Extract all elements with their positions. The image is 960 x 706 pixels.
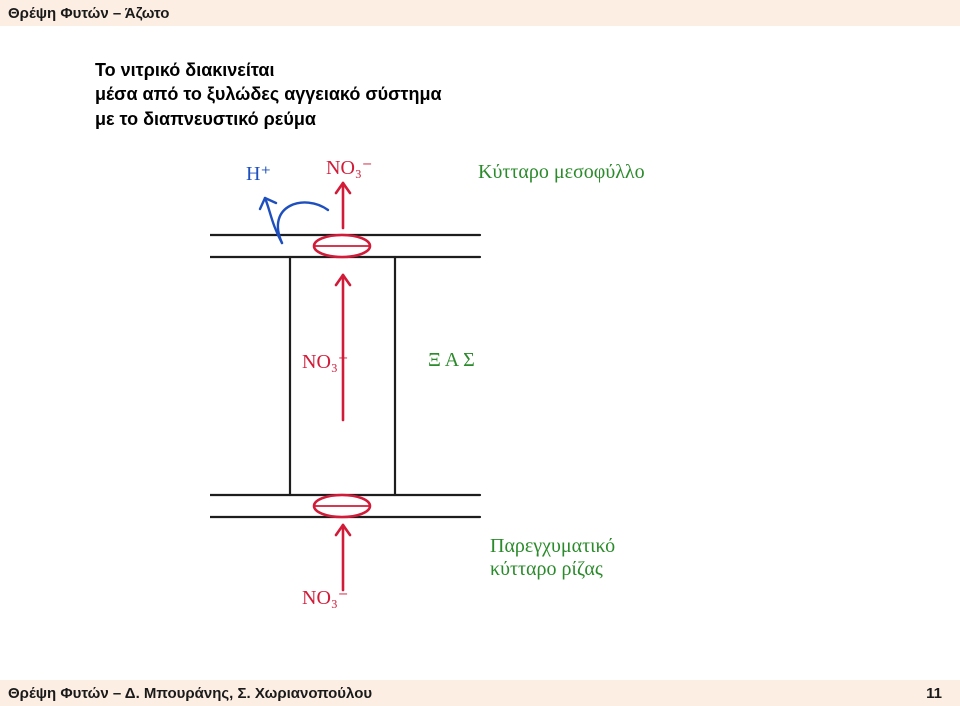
footer-page: 11 — [926, 685, 942, 702]
diagram-label: Παρεγχυματικό κύτταρο ρίζας — [490, 535, 615, 581]
diagram-label: Ξ Α Σ — [428, 349, 475, 372]
body-line-3: με το διαπνευστικό ρεύμα — [95, 107, 442, 131]
diagram-label: NO₃⁻ — [326, 155, 372, 180]
diagram-label: Κύτταρο μεσοφύλλο — [478, 161, 645, 184]
body-line-2: μέσα από το ξυλώδες αγγειακό σύστημα — [95, 82, 442, 106]
footer-credit: Θρέψη Φυτών – Δ. Μπουράνης, Σ. Χωριανοπο… — [8, 685, 372, 702]
body-line-1: Το νιτρικό διακινείται — [95, 58, 442, 82]
header-band: Θρέψη Φυτών – Άζωτο — [0, 0, 960, 26]
footer-band: Θρέψη Φυτών – Δ. Μπουράνης, Σ. Χωριανοπο… — [0, 680, 960, 706]
diagram-label: NO₃⁻ — [302, 585, 348, 610]
diagram-svg — [210, 165, 510, 635]
diagram-label: H⁺ — [246, 161, 271, 186]
diagram-area: H⁺NO₃⁻NO₃⁻NO₃⁻Κύτταρο μεσοφύλλοΞ Α ΣΠαρε… — [210, 165, 770, 635]
header-title: Θρέψη Φυτών – Άζωτο — [8, 5, 169, 22]
diagram-label: NO₃⁻ — [302, 349, 348, 374]
body-heading: Το νιτρικό διακινείται μέσα από το ξυλώδ… — [95, 58, 442, 131]
